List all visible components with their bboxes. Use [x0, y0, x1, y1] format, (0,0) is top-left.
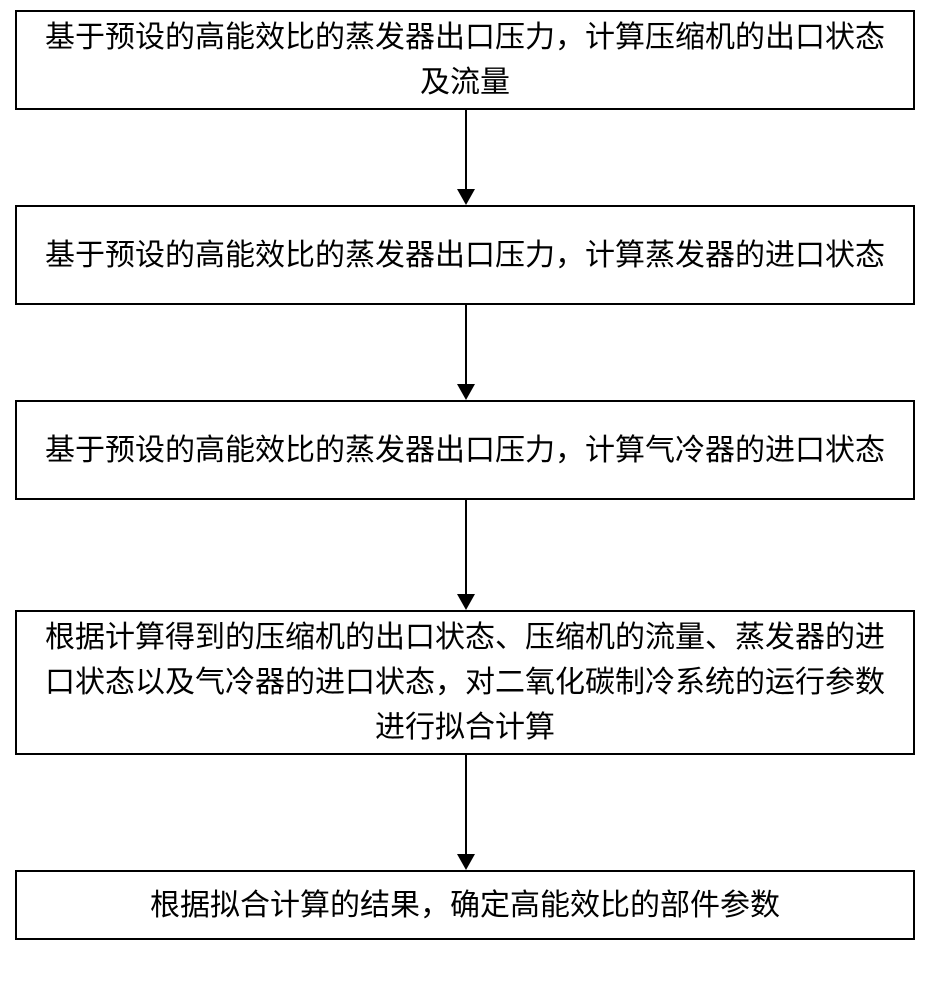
flowchart-canvas: 基于预设的高能效比的蒸发器出口压力，计算压缩机的出口状态及流量 基于预设的高能效…: [0, 0, 931, 1000]
node-text: 基于预设的高能效比的蒸发器出口压力，计算蒸发器的进口状态: [45, 233, 885, 278]
node-text: 基于预设的高能效比的蒸发器出口压力，计算压缩机的出口状态及流量: [37, 15, 893, 105]
flowchart-node: 基于预设的高能效比的蒸发器出口压力，计算压缩机的出口状态及流量: [15, 10, 915, 110]
flowchart-node: 基于预设的高能效比的蒸发器出口压力，计算蒸发器的进口状态: [15, 205, 915, 305]
flowchart-node: 根据计算得到的压缩机的出口状态、压缩机的流量、蒸发器的进口状态以及气冷器的进口状…: [15, 610, 915, 755]
node-text: 基于预设的高能效比的蒸发器出口压力，计算气冷器的进口状态: [45, 428, 885, 473]
node-text: 根据拟合计算的结果，确定高能效比的部件参数: [150, 883, 780, 928]
flowchart-node: 根据拟合计算的结果，确定高能效比的部件参数: [15, 870, 915, 940]
flowchart-arrow-head: [457, 594, 475, 610]
flowchart-arrow-line: [465, 500, 467, 594]
flowchart-arrow-head: [457, 854, 475, 870]
flowchart-node: 基于预设的高能效比的蒸发器出口压力，计算气冷器的进口状态: [15, 400, 915, 500]
node-text: 根据计算得到的压缩机的出口状态、压缩机的流量、蒸发器的进口状态以及气冷器的进口状…: [37, 615, 893, 750]
flowchart-arrow-head: [457, 189, 475, 205]
flowchart-arrow-line: [465, 755, 467, 854]
flowchart-arrow-head: [457, 384, 475, 400]
flowchart-arrow-line: [465, 305, 467, 384]
flowchart-arrow-line: [465, 110, 467, 189]
